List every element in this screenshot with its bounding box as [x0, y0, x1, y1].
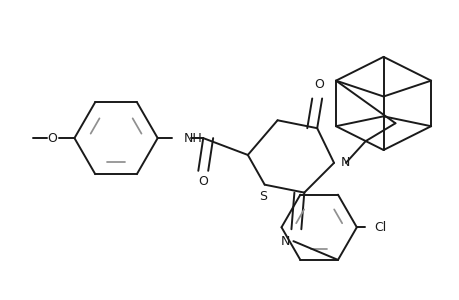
Text: N: N [280, 235, 290, 248]
Text: NH: NH [183, 132, 202, 145]
Text: N: N [341, 156, 350, 170]
Text: O: O [313, 78, 324, 91]
Text: Cl: Cl [374, 221, 386, 234]
Text: O: O [48, 132, 57, 145]
Text: O: O [198, 175, 208, 188]
Text: S: S [258, 190, 266, 203]
